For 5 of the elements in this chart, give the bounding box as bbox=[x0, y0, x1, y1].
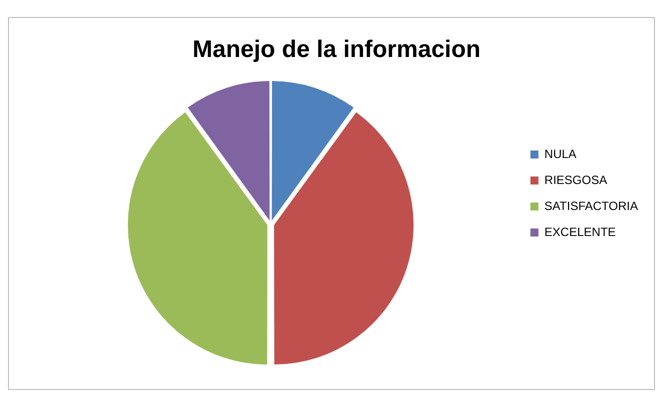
legend-label: SATISFACTORIA bbox=[544, 198, 638, 213]
legend-label: NULA bbox=[544, 146, 576, 161]
legend-label: EXCELENTE bbox=[544, 224, 616, 239]
legend-label: RIESGOSA bbox=[544, 172, 608, 187]
chart-title: Manejo de la informacion bbox=[192, 36, 481, 64]
